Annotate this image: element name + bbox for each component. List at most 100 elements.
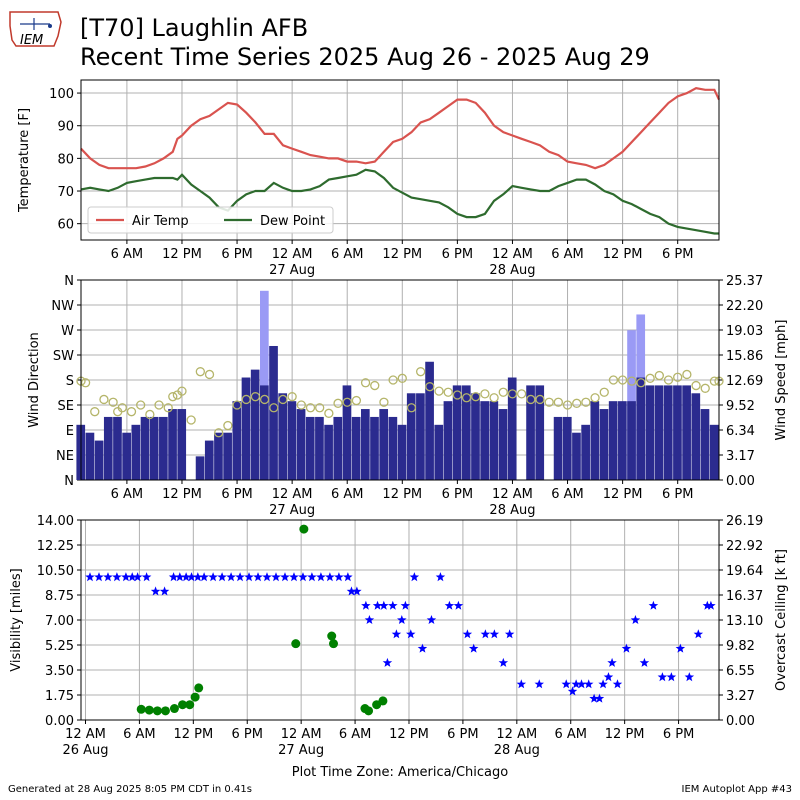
x-tick-label: 12 PM <box>605 727 645 742</box>
wind-speed-bar <box>351 416 361 480</box>
wind-direction-point <box>480 389 490 399</box>
y-tick-label: 70 <box>57 185 74 200</box>
visibility-point <box>244 572 254 582</box>
y-tick-label: SW <box>53 349 74 364</box>
wind-speed-bar <box>397 424 407 480</box>
visibility-point <box>175 572 185 582</box>
visibility-point <box>426 615 437 624</box>
wind-speed-bar <box>700 409 710 480</box>
wind-direction-point <box>342 397 352 407</box>
x-tick-label: 6 PM <box>447 727 478 742</box>
visibility-point <box>334 572 344 582</box>
ceiling-point <box>364 706 374 716</box>
x-tick-label: 12 PM <box>162 247 202 262</box>
wind-speed-bar <box>85 432 95 480</box>
y-tick-label: N <box>64 474 74 489</box>
wind-direction-point <box>287 392 297 402</box>
visibility-point <box>127 572 137 582</box>
wind-direction-point <box>526 394 536 405</box>
wind-speed-bar <box>452 385 462 480</box>
wind-speed-bar <box>168 409 177 480</box>
y-tick-label: S <box>66 374 74 389</box>
wind-speed-bar <box>131 424 141 480</box>
wind-speed-bar <box>250 369 260 480</box>
visibility-point <box>598 679 608 689</box>
x-tick-label: 12 AM <box>65 727 106 742</box>
wind-direction-point <box>636 378 646 388</box>
wind-direction-point <box>195 367 205 377</box>
wind-speed-bar <box>94 440 104 480</box>
wind-direction-point <box>443 387 453 397</box>
wind-speed-bar <box>489 401 499 480</box>
wind-direction-point <box>163 403 173 413</box>
wind-speed-bar <box>204 440 214 480</box>
wind-speed-bar <box>315 416 324 480</box>
y-tick-label: 100 <box>49 87 74 102</box>
y-tick-label: E <box>66 424 74 439</box>
wind-speed-bar <box>673 385 682 480</box>
x-tick-label: 6 AM <box>339 727 372 742</box>
wind-speed-bar <box>443 401 453 480</box>
x-tick-sublabel: 27 Aug <box>278 743 324 758</box>
wind-speed-bar <box>388 416 398 480</box>
temperature-axes-frame <box>80 79 720 241</box>
wind-speed-bar <box>103 416 113 480</box>
y2-tick-label: 9.52 <box>726 399 755 414</box>
visibility-axes-frame <box>80 519 720 721</box>
wind-direction-point <box>269 403 279 413</box>
visibility-point <box>391 629 402 639</box>
wind-direction-point <box>232 400 242 410</box>
x-tick-label: 6 AM <box>331 487 364 502</box>
wind-direction-point <box>136 400 146 410</box>
visibility-point <box>639 657 650 667</box>
chart-title: [T70] Laughlin AFB <box>80 14 309 42</box>
visibility-point <box>150 586 161 596</box>
ceiling-point <box>160 706 170 716</box>
y-tick-label: NE <box>56 449 74 464</box>
x-tick-sublabel: 27 Aug <box>269 263 315 278</box>
wind-speed-bar <box>535 385 545 480</box>
visibility-point <box>316 572 326 582</box>
wind-speed-bar <box>553 416 563 480</box>
wind-direction-point <box>507 389 518 399</box>
visibility-point <box>159 586 170 596</box>
visibility-point <box>112 572 122 582</box>
wind-direction-point <box>553 397 564 407</box>
wind-direction-point <box>186 415 196 425</box>
visibility-point <box>576 679 587 689</box>
wind-speed-bar <box>590 401 600 480</box>
y-tick-label: NW <box>51 299 74 314</box>
wind-direction-point <box>360 378 371 388</box>
x-tick-label: 6 PM <box>663 727 694 742</box>
wind-direction-point <box>204 369 215 380</box>
chart-subtitle: Recent Time Series 2025 Aug 26 - 2025 Au… <box>80 43 650 71</box>
series-line-dew-point <box>80 168 719 235</box>
wind-direction-point <box>700 383 710 393</box>
x-tick-label: 6 AM <box>554 727 587 742</box>
visibility-point <box>193 572 203 582</box>
wind-speed-bar <box>232 401 242 480</box>
visibility-point <box>516 679 527 689</box>
wind-speed-bar <box>223 432 232 480</box>
y-tick-label: 10.50 <box>37 564 74 579</box>
visibility-point <box>372 600 383 610</box>
wind-speed-bar <box>370 416 379 480</box>
x-tick-sublabel: 28 Aug <box>494 743 540 758</box>
wind-direction-point <box>617 375 628 385</box>
wind-direction-point <box>434 386 444 396</box>
app-credit: IEM Autoplot App #43 <box>681 784 792 795</box>
wind-axes-frame <box>80 279 720 481</box>
wind-speed-bar <box>562 416 572 480</box>
wind-speed-bar <box>526 385 535 480</box>
wind-direction-point <box>397 373 407 383</box>
wind-direction-point <box>351 395 362 406</box>
x-axis-label: Plot Time Zone: America/Chicago <box>292 765 508 780</box>
wind-speed-bar <box>627 401 636 480</box>
visibility-point <box>325 572 335 582</box>
visibility-point <box>400 600 411 610</box>
y2-tick-label: 6.55 <box>726 664 755 679</box>
visibility-point <box>648 600 659 610</box>
visibility-point <box>181 572 191 582</box>
visibility-point <box>498 657 509 667</box>
